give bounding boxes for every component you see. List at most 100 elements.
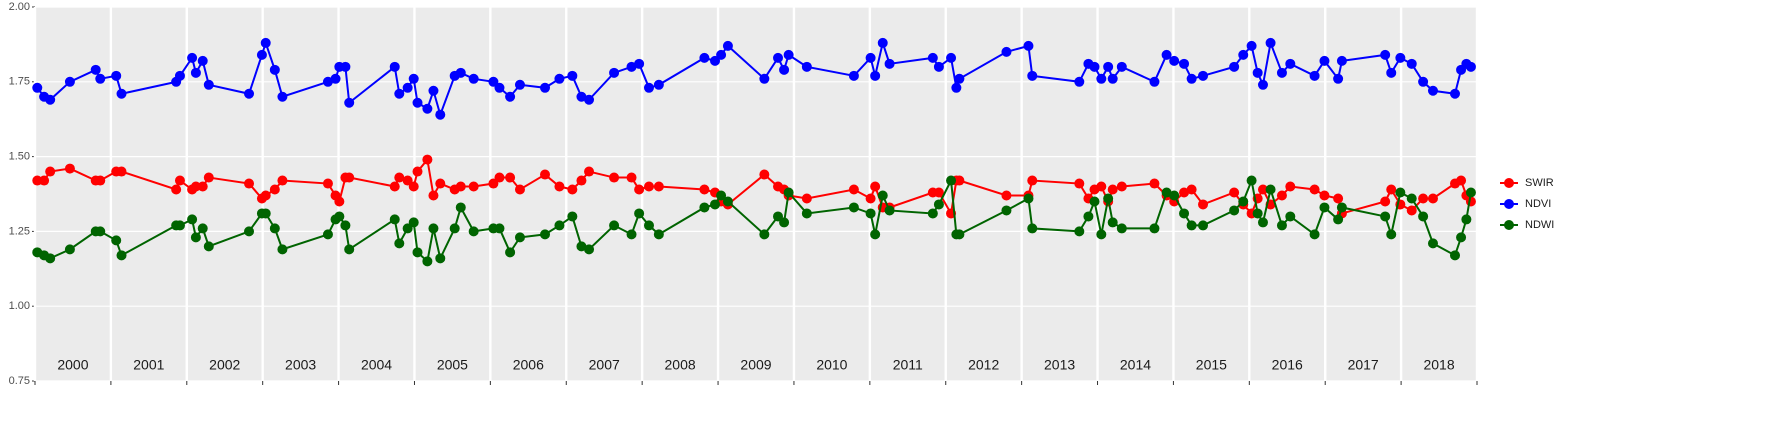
data-point bbox=[116, 166, 127, 177]
data-point bbox=[389, 214, 400, 225]
data-point bbox=[801, 61, 812, 72]
data-point bbox=[322, 229, 333, 240]
data-point bbox=[576, 241, 587, 252]
data-point bbox=[422, 103, 433, 114]
data-point bbox=[1074, 226, 1085, 237]
data-point bbox=[773, 52, 784, 63]
year-label: 2015 bbox=[1196, 357, 1227, 373]
data-point bbox=[609, 220, 620, 231]
data-point bbox=[722, 40, 733, 51]
data-point bbox=[197, 55, 208, 66]
data-point bbox=[759, 73, 770, 84]
data-point bbox=[1116, 181, 1127, 192]
y-tick-label: 0.75 bbox=[9, 375, 30, 387]
data-point bbox=[609, 172, 620, 183]
data-point bbox=[468, 226, 479, 237]
data-point bbox=[468, 181, 479, 192]
data-point bbox=[1285, 211, 1296, 222]
data-point bbox=[1161, 187, 1172, 198]
data-point bbox=[576, 175, 587, 186]
data-point bbox=[39, 175, 50, 186]
data-point bbox=[394, 88, 405, 99]
legend-label: NDWI bbox=[1525, 219, 1554, 231]
data-point bbox=[877, 190, 888, 201]
data-point bbox=[389, 181, 400, 192]
data-point bbox=[927, 52, 938, 63]
legend-label: NDVI bbox=[1525, 198, 1551, 210]
data-point bbox=[340, 220, 351, 231]
data-point bbox=[1257, 184, 1268, 195]
data-point bbox=[1001, 190, 1012, 201]
data-point bbox=[494, 82, 505, 93]
data-point bbox=[1465, 61, 1476, 72]
data-point bbox=[402, 82, 413, 93]
data-point bbox=[1229, 205, 1240, 216]
data-point bbox=[643, 220, 654, 231]
data-point bbox=[256, 49, 267, 60]
data-point bbox=[1427, 193, 1438, 204]
data-point bbox=[1265, 184, 1276, 195]
series-line bbox=[36, 176, 1472, 264]
legend-label: SWIR bbox=[1525, 177, 1554, 189]
year-label: 2014 bbox=[1120, 357, 1151, 373]
data-point bbox=[412, 247, 423, 258]
data-point bbox=[576, 91, 587, 102]
data-point bbox=[609, 67, 620, 78]
data-point bbox=[1309, 184, 1320, 195]
data-point bbox=[1229, 187, 1240, 198]
data-point bbox=[322, 178, 333, 189]
data-point bbox=[783, 49, 794, 60]
data-point bbox=[1456, 232, 1467, 243]
data-point bbox=[1103, 193, 1114, 204]
data-point bbox=[1418, 211, 1429, 222]
data-point bbox=[1380, 196, 1391, 207]
year-label: 2009 bbox=[740, 357, 771, 373]
data-point bbox=[567, 70, 578, 81]
year-label: 2005 bbox=[437, 357, 468, 373]
data-point bbox=[584, 94, 595, 105]
data-point bbox=[1319, 55, 1330, 66]
data-point bbox=[653, 79, 664, 90]
data-point bbox=[1276, 220, 1287, 231]
data-point bbox=[408, 181, 419, 192]
legend-key-point bbox=[1504, 220, 1514, 230]
data-point bbox=[848, 184, 859, 195]
data-point bbox=[1336, 55, 1347, 66]
data-point bbox=[171, 184, 182, 195]
data-point bbox=[277, 91, 288, 102]
data-point bbox=[197, 223, 208, 234]
data-point bbox=[394, 172, 405, 183]
data-point bbox=[203, 172, 214, 183]
data-point bbox=[540, 229, 551, 240]
data-point bbox=[422, 256, 433, 267]
data-point bbox=[1276, 67, 1287, 78]
data-point bbox=[1386, 184, 1397, 195]
data-point bbox=[64, 163, 75, 174]
data-point bbox=[505, 247, 516, 258]
data-point bbox=[455, 181, 466, 192]
data-point bbox=[716, 190, 727, 201]
data-point bbox=[554, 73, 565, 84]
data-point bbox=[779, 64, 790, 75]
year-label: 2000 bbox=[57, 357, 88, 373]
data-point bbox=[1285, 181, 1296, 192]
data-point bbox=[877, 37, 888, 48]
data-point bbox=[643, 82, 654, 93]
data-point bbox=[1238, 196, 1249, 207]
data-point bbox=[187, 52, 198, 63]
data-point bbox=[722, 196, 733, 207]
data-point bbox=[1074, 178, 1085, 189]
data-point bbox=[1246, 175, 1257, 186]
data-point bbox=[244, 88, 255, 99]
data-point bbox=[699, 202, 710, 213]
data-point bbox=[64, 76, 75, 87]
data-point bbox=[1083, 211, 1094, 222]
data-point bbox=[1386, 229, 1397, 240]
y-tick-label: 1.75 bbox=[9, 76, 30, 88]
data-point bbox=[1229, 61, 1240, 72]
data-point bbox=[540, 82, 551, 93]
data-point bbox=[1096, 229, 1107, 240]
data-point bbox=[428, 85, 439, 96]
data-point bbox=[1333, 73, 1344, 84]
